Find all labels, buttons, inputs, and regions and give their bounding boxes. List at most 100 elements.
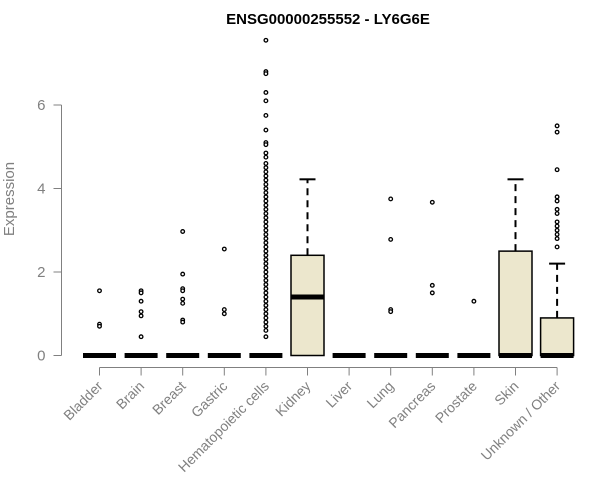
outlier-point: [263, 334, 269, 340]
outlier-point: [388, 236, 394, 242]
outlier-point: [263, 211, 269, 216]
outlier-point: [180, 229, 186, 234]
outlier-point: [263, 261, 269, 267]
outlier-point: [554, 219, 560, 225]
outlier-point: [263, 265, 269, 271]
outlier-point: [263, 198, 269, 204]
outlier-point: [263, 202, 269, 208]
outlier-point: [180, 288, 186, 294]
outlier-point: [554, 167, 560, 173]
outlier-point: [263, 173, 269, 179]
outlier-point: [263, 154, 269, 160]
outlier-point: [180, 300, 186, 306]
outlier-point: [180, 319, 186, 325]
outlier-point: [554, 194, 560, 200]
outlier-point: [263, 328, 269, 333]
box-group: [290, 178, 325, 357]
outlier-point: [429, 199, 435, 205]
outlier-point: [263, 298, 269, 304]
outlier-point: [263, 323, 269, 329]
outlier-point: [138, 298, 144, 304]
outlier-point: [263, 150, 269, 156]
x-tick-label: Bladder: [60, 378, 106, 424]
outlier-point: [263, 223, 269, 229]
box-group: [166, 229, 200, 358]
box-group: [498, 178, 533, 358]
outlier-point: [263, 282, 269, 287]
outlier-point: [263, 302, 269, 308]
x-tick-label: Liver: [322, 378, 355, 411]
x-tick-label: Breast: [149, 378, 189, 418]
outlier-point: [263, 98, 269, 104]
y-tick-label: 0: [37, 348, 45, 365]
outlier-point: [554, 231, 560, 237]
outlier-point: [263, 227, 269, 233]
y-axis-label: Expression: [1, 162, 18, 236]
outlier-point: [263, 252, 269, 258]
outlier-point: [554, 206, 560, 212]
outlier-point: [221, 246, 227, 252]
box-group: [415, 199, 449, 358]
outlier-point: [263, 273, 269, 279]
outlier-point: [138, 334, 144, 340]
y-tick-label: 4: [37, 181, 45, 198]
outlier-point: [388, 196, 394, 202]
outlier-point: [554, 129, 560, 135]
box-group: [249, 37, 283, 358]
outlier-point: [263, 37, 269, 43]
outlier-point: [263, 169, 269, 175]
outlier-point: [263, 244, 269, 250]
outlier-point: [138, 313, 144, 319]
outlier-point: [263, 194, 269, 200]
outlier-point: [97, 288, 102, 294]
outlier-point: [263, 160, 269, 166]
outlier-point: [263, 112, 269, 118]
box-group: [539, 123, 575, 358]
x-tick-label: Prostate: [432, 378, 480, 426]
y-axis: 0 2 4 6: [37, 97, 62, 365]
x-tick-label: Lung: [363, 378, 396, 411]
outlier-point: [554, 223, 560, 229]
outlier-point: [263, 311, 269, 317]
outlier-point: [263, 142, 269, 148]
outlier-point: [97, 323, 102, 329]
outlier-point: [554, 123, 560, 129]
outlier-point: [263, 181, 269, 187]
outlier-point: [180, 271, 186, 277]
outlier-point: [138, 290, 144, 296]
box: [498, 250, 533, 357]
outlier-point: [263, 286, 269, 292]
outlier-point: [263, 315, 269, 321]
outlier-point: [471, 298, 477, 304]
outlier-point: [263, 307, 269, 313]
x-tick-label: Unknown / Other: [478, 378, 564, 464]
outlier-point: [263, 240, 269, 246]
outlier-point: [263, 71, 269, 77]
outlier-point: [429, 282, 435, 288]
outlier-point: [263, 206, 269, 212]
boxes: [83, 37, 575, 358]
outlier-point: [263, 248, 269, 254]
outlier-point: [554, 236, 560, 242]
outlier-point: [554, 211, 560, 216]
outlier-point: [263, 186, 269, 191]
outlier-point: [263, 127, 269, 133]
outlier-point: [263, 257, 269, 262]
chart-title: ENSG00000255552 - LY6G6E: [226, 11, 430, 28]
box-group: [457, 298, 491, 358]
y-tick-label: 2: [37, 264, 45, 281]
y-tick-label: 6: [37, 97, 45, 114]
outlier-point: [263, 177, 269, 183]
outlier-point: [554, 198, 560, 204]
box: [539, 317, 575, 357]
outlier-point: [138, 309, 144, 315]
outlier-point: [263, 236, 269, 242]
box-group: [207, 246, 241, 358]
box-group: [124, 288, 158, 358]
x-tick-label: Brain: [113, 378, 147, 412]
box-group: [374, 196, 408, 358]
outlier-point: [263, 319, 269, 325]
outlier-point: [429, 290, 435, 296]
